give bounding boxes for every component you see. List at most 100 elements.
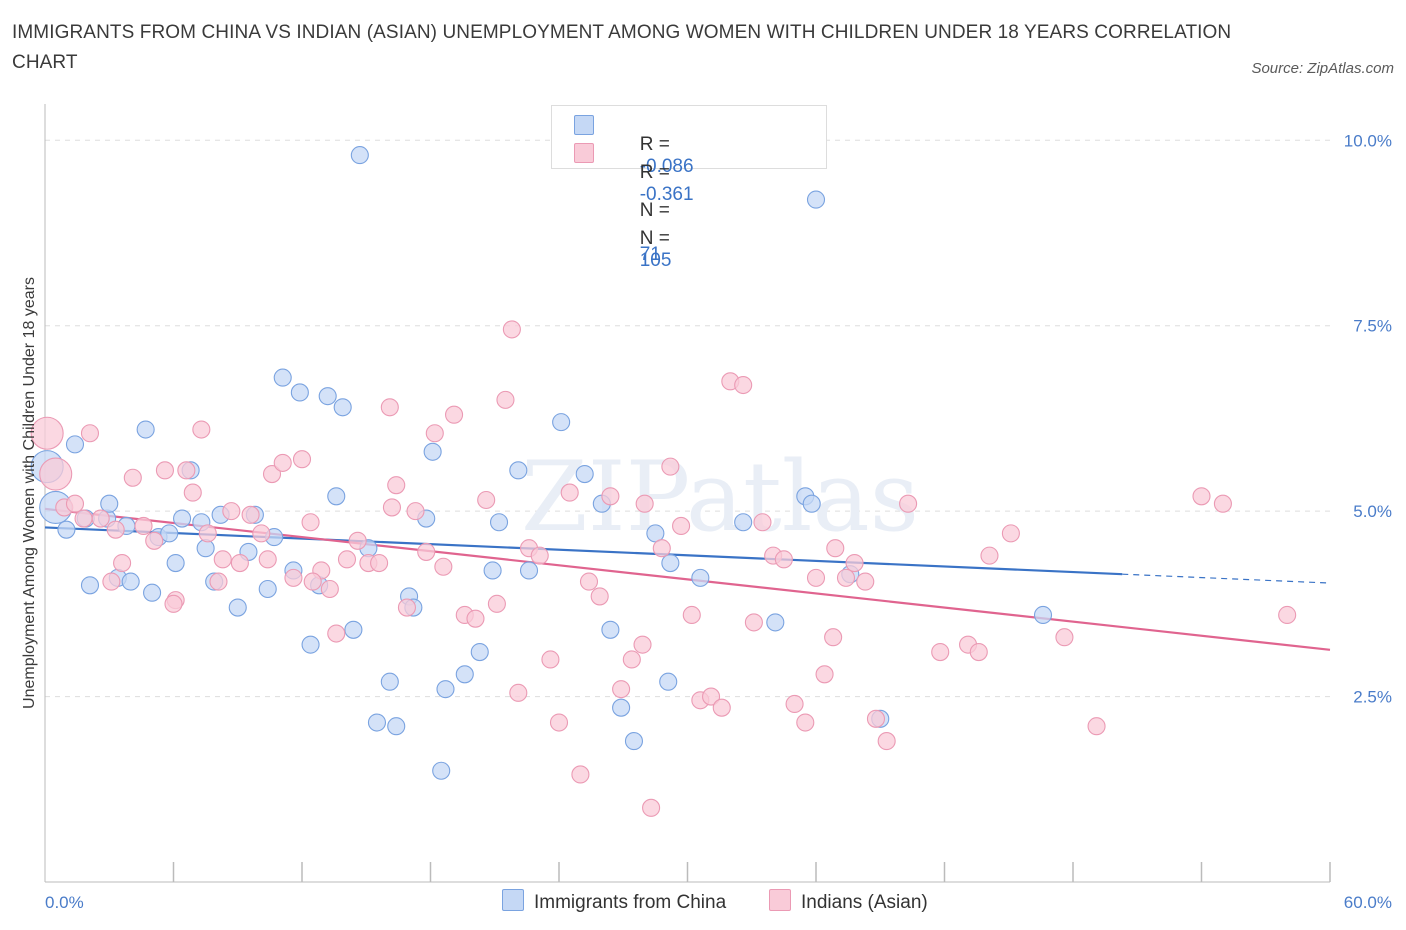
indian-point	[445, 405, 464, 424]
legend-r-value: -0.361	[639, 184, 694, 205]
china-point	[432, 761, 451, 780]
legend-n-value: 105	[639, 250, 672, 271]
axes	[44, 104, 1331, 883]
indian-point	[612, 680, 631, 699]
china-point	[691, 568, 710, 587]
legend-row-indian: R = -0.361 N = 105	[574, 140, 694, 271]
indian-point	[734, 375, 753, 395]
trend-line-china	[44, 526, 1123, 576]
indian-point	[652, 539, 671, 558]
indian-point	[370, 553, 389, 573]
china-point	[575, 464, 594, 484]
indian-point	[222, 502, 241, 521]
legend-label-indian: Indians (Asian)	[801, 892, 928, 913]
china-point	[258, 579, 277, 599]
china-point	[333, 398, 352, 417]
indian-point	[155, 461, 174, 480]
indian-point	[502, 320, 521, 339]
y-tick-label: 10.0%	[1344, 131, 1392, 150]
indian-point	[753, 513, 772, 532]
china-point	[121, 572, 140, 591]
indian-point	[134, 516, 153, 536]
indian-point	[327, 624, 346, 643]
indian-point	[806, 568, 826, 587]
china-point	[423, 442, 442, 461]
china-point	[519, 561, 539, 580]
indian-point	[284, 568, 303, 587]
indian-point	[836, 568, 856, 587]
x-tick-label: 60.0%	[1344, 893, 1392, 912]
china-point	[301, 635, 320, 654]
indian-point	[252, 524, 271, 543]
indian-point	[1278, 605, 1297, 625]
china-point	[100, 494, 119, 513]
indian-point	[622, 650, 641, 669]
china-point	[350, 146, 369, 165]
indian-point	[774, 550, 793, 569]
china-swatch	[574, 115, 594, 135]
indian-point	[969, 643, 988, 662]
indian-point	[303, 572, 322, 591]
china-point	[367, 713, 387, 732]
y-tick-label: 2.5%	[1353, 688, 1392, 707]
indian-point	[230, 553, 249, 573]
china-point	[173, 509, 192, 528]
indian-point	[348, 531, 367, 550]
indian-point	[145, 531, 164, 550]
indian-point	[30, 416, 64, 450]
china-point	[436, 680, 455, 699]
indian-point	[642, 798, 661, 817]
indian-point	[845, 553, 864, 573]
china-point	[483, 561, 502, 580]
china-point	[1033, 605, 1053, 625]
legend-row-china: R = -0.086 N = 71	[574, 112, 694, 265]
china-legend-swatch	[502, 889, 524, 911]
indian-point	[397, 598, 416, 617]
legend-item-indian: Indians (Asian)	[769, 889, 928, 914]
indian-swatch	[574, 143, 594, 163]
indian-point	[74, 509, 93, 528]
indian-point	[931, 643, 950, 662]
indian-point	[177, 461, 196, 480]
chart-title: IMMIGRANTS FROM CHINA VS INDIAN (ASIAN) …	[12, 22, 1232, 73]
indian-point	[241, 505, 260, 524]
china-point	[136, 420, 155, 439]
legend-r-label: R =	[639, 162, 670, 183]
indian-point	[796, 713, 815, 732]
china-point	[661, 553, 680, 573]
indian-point	[198, 524, 217, 543]
china-point	[65, 435, 85, 454]
china-point	[734, 513, 753, 532]
china-point	[624, 732, 644, 751]
indian-point	[549, 713, 569, 732]
indian-legend-swatch	[769, 889, 791, 911]
china-point	[659, 672, 678, 691]
indian-point	[292, 450, 312, 469]
china-point	[160, 524, 179, 543]
indian-point	[672, 516, 691, 536]
indian-point	[856, 572, 875, 591]
y-tick-label: 5.0%	[1353, 502, 1392, 521]
indian-point	[877, 732, 896, 751]
indian-point	[301, 513, 320, 532]
china-point	[612, 698, 631, 717]
indian-point	[702, 687, 721, 706]
indian-point	[826, 539, 845, 558]
indian-point	[682, 605, 701, 625]
indian-point	[1192, 487, 1211, 506]
series-indian-points	[30, 320, 1297, 817]
indian-point	[91, 509, 110, 528]
indian-point	[509, 683, 528, 702]
indian-point	[601, 487, 620, 506]
china-point	[387, 717, 406, 736]
legend-r-label: R =	[639, 134, 670, 155]
indian-point	[164, 594, 183, 613]
china-point	[228, 598, 247, 617]
indian-point	[273, 453, 292, 472]
indian-point	[541, 650, 560, 669]
indian-point	[113, 553, 132, 573]
indian-point	[899, 494, 918, 513]
indian-point	[590, 587, 609, 606]
indian-point	[387, 476, 406, 495]
